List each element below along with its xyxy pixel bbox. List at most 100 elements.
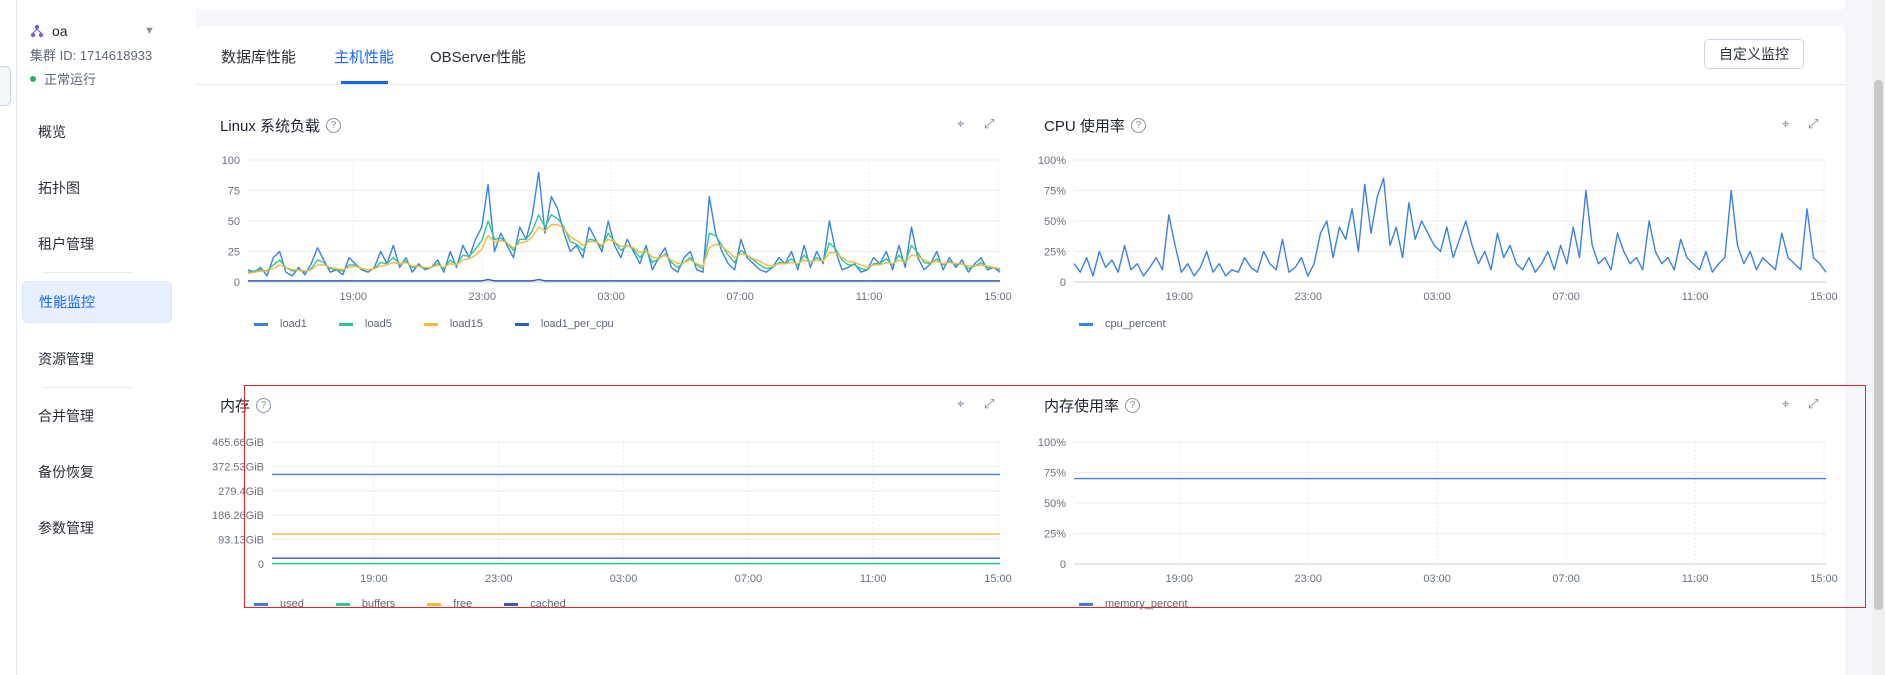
sidebar-item-overview[interactable]: 概览 [38, 124, 66, 140]
sidebar: oa ▼ 集群 ID: 1714618933 正常运行 概览 拓扑图 租户管理 … [0, 0, 196, 675]
pin-icon[interactable]: ⌖ [1782, 396, 1790, 411]
tab-host-performance[interactable]: 主机性能 [334, 49, 395, 66]
help-icon[interactable]: ? [326, 118, 342, 133]
legend-item[interactable]: load1_per_cpu [514, 318, 614, 330]
x-tick-label: 03:00 [597, 291, 625, 303]
pin-icon[interactable]: ⌖ [957, 116, 965, 131]
legend-swatch [427, 602, 442, 606]
help-icon[interactable]: ? [1125, 398, 1141, 413]
sidebar-item-tenant[interactable]: 租户管理 [38, 236, 94, 252]
legend-item[interactable]: memory_percent [1079, 598, 1188, 610]
x-tick-label: 15:00 [1810, 573, 1838, 585]
pin-icon[interactable]: ⌖ [957, 396, 965, 411]
y-tick-label: 25 [228, 247, 240, 259]
tab-observer-performance[interactable]: OBServer性能 [430, 49, 526, 66]
main-panel: 数据库性能 主机性能 OBServer性能 自定义监控 [196, 26, 1845, 675]
expand-icon[interactable]: ⤢ [984, 396, 995, 411]
x-tick-label: 11:00 [1682, 573, 1709, 585]
menu-divider [42, 272, 132, 273]
panel-title-cpu: CPU 使用率? [1044, 115, 1146, 136]
chart-mem: 465.66GiB 372.53GiB 279.4GiB 186.26GiB 93.13… [212, 437, 1012, 585]
pin-icon[interactable]: ⌖ [1782, 116, 1790, 131]
y-tick-label: 0 [258, 559, 264, 571]
legend-item[interactable]: load15 [423, 318, 483, 330]
help-icon[interactable]: ? [1130, 118, 1146, 133]
y-tick-label: 100% [1038, 437, 1066, 449]
legend-item[interactable]: used [254, 598, 304, 610]
legend-item[interactable]: free [427, 598, 472, 610]
menu-divider [42, 387, 132, 388]
y-tick-label: 100 [222, 155, 240, 167]
custom-monitor-button[interactable]: 自定义监控 [1704, 39, 1804, 69]
expand-icon[interactable]: ⤢ [1808, 116, 1819, 131]
sidebar-item-resource[interactable]: 资源管理 [38, 351, 94, 367]
series-line-load5[interactable] [247, 214, 1001, 273]
sidebar-item-params[interactable]: 参数管理 [38, 520, 94, 536]
sidebar-collapse-handle[interactable] [0, 66, 11, 106]
y-tick-label: 25% [1044, 247, 1066, 259]
cluster-status-text: 正常运行 [44, 72, 97, 87]
x-tick-label: 11:00 [860, 573, 887, 585]
legend-item[interactable]: cpu_percent [1079, 318, 1166, 330]
y-tick-label: 25% [1044, 529, 1066, 541]
legend-mem: used buffers free cached [254, 598, 598, 610]
legend-swatch [335, 602, 350, 606]
legend-item[interactable]: load5 [338, 318, 392, 330]
legend-swatch [423, 322, 438, 326]
x-tick-label: 19:00 [360, 573, 388, 585]
scrollbar-thumb[interactable] [1874, 80, 1883, 610]
cluster-status: 正常运行 [30, 69, 160, 88]
series-line-cpu-percent[interactable] [1073, 177, 1827, 277]
sidebar-item-backup[interactable]: 备份恢复 [38, 464, 94, 480]
legend-swatch [1079, 322, 1093, 326]
y-tick-label: 465.66GiB [212, 437, 264, 449]
y-tick-label: 50 [228, 216, 240, 228]
sidebar-item-topology[interactable]: 拓扑图 [38, 180, 80, 196]
cluster-info: oa ▼ 集群 ID: 1714618933 正常运行 [30, 20, 160, 88]
legend-swatch [338, 322, 353, 326]
x-tick-label: 07:00 [735, 573, 763, 585]
x-tick-label: 11:00 [856, 291, 883, 303]
sidebar-menu: 概览 拓扑图 租户管理 性能监控 资源管理 合并管理 备份恢复 参数管理 [22, 112, 172, 564]
series-line-load1-per-cpu[interactable] [248, 278, 1000, 282]
sidebar-divider [16, 0, 17, 675]
panel-title-text: CPU 使用率 [1044, 118, 1125, 135]
legend-label: load15 [449, 318, 483, 330]
y-tick-label: 100% [1038, 155, 1066, 167]
cluster-id: 集群 ID: 1714618933 [30, 48, 153, 63]
x-tick-label: 23:00 [1294, 573, 1322, 585]
chevron-down-icon[interactable]: ▼ [144, 25, 155, 37]
chart-cpu: 100% 75% 50% 25% 0 19:00 23:00 03:00 07:00 11:00 1… [1038, 155, 1838, 303]
y-tick-label: 75% [1044, 186, 1066, 198]
legend-swatch [254, 602, 268, 606]
series-line-load15[interactable] [247, 223, 1001, 275]
legend-item[interactable]: cached [504, 598, 566, 610]
legend-label: used [280, 598, 304, 610]
expand-icon[interactable]: ⤢ [984, 116, 995, 131]
help-icon[interactable]: ? [256, 398, 272, 413]
legend-label: load1 [280, 318, 307, 330]
sidebar-item-performance[interactable]: 性能监控 [22, 281, 172, 323]
y-tick-label: 279.4GiB [218, 486, 264, 498]
y-tick-label: 0 [1060, 277, 1066, 289]
chart-load: 100 75 50 25 0 19:00 23:00 03:00 07:00 11:00 15:00 [222, 155, 1012, 303]
y-tick-label: 372.53GiB [212, 461, 264, 473]
x-tick-label: 15:00 [1810, 291, 1838, 303]
legend-item[interactable]: load1 [254, 318, 307, 330]
tab-db-performance[interactable]: 数据库性能 [221, 49, 297, 66]
x-tick-label: 23:00 [1294, 291, 1322, 303]
x-tick-label: 19:00 [1166, 291, 1194, 303]
y-tick-label: 50% [1044, 216, 1066, 228]
expand-icon[interactable]: ⤢ [1808, 396, 1819, 411]
sidebar-item-merge[interactable]: 合并管理 [38, 408, 94, 424]
tab-active-indicator [341, 81, 388, 84]
cluster-selector[interactable]: oa [30, 20, 160, 42]
page-scrollbar[interactable] [1872, 0, 1885, 675]
legend-item[interactable]: buffers [335, 598, 395, 610]
x-tick-label: 15:00 [984, 573, 1012, 585]
x-tick-label: 03:00 [610, 573, 638, 585]
panel-title-text: Linux 系统负载 [220, 118, 321, 135]
y-tick-label: 0 [1060, 559, 1066, 571]
legend-swatch [504, 602, 519, 606]
y-tick-label: 75% [1044, 468, 1066, 480]
